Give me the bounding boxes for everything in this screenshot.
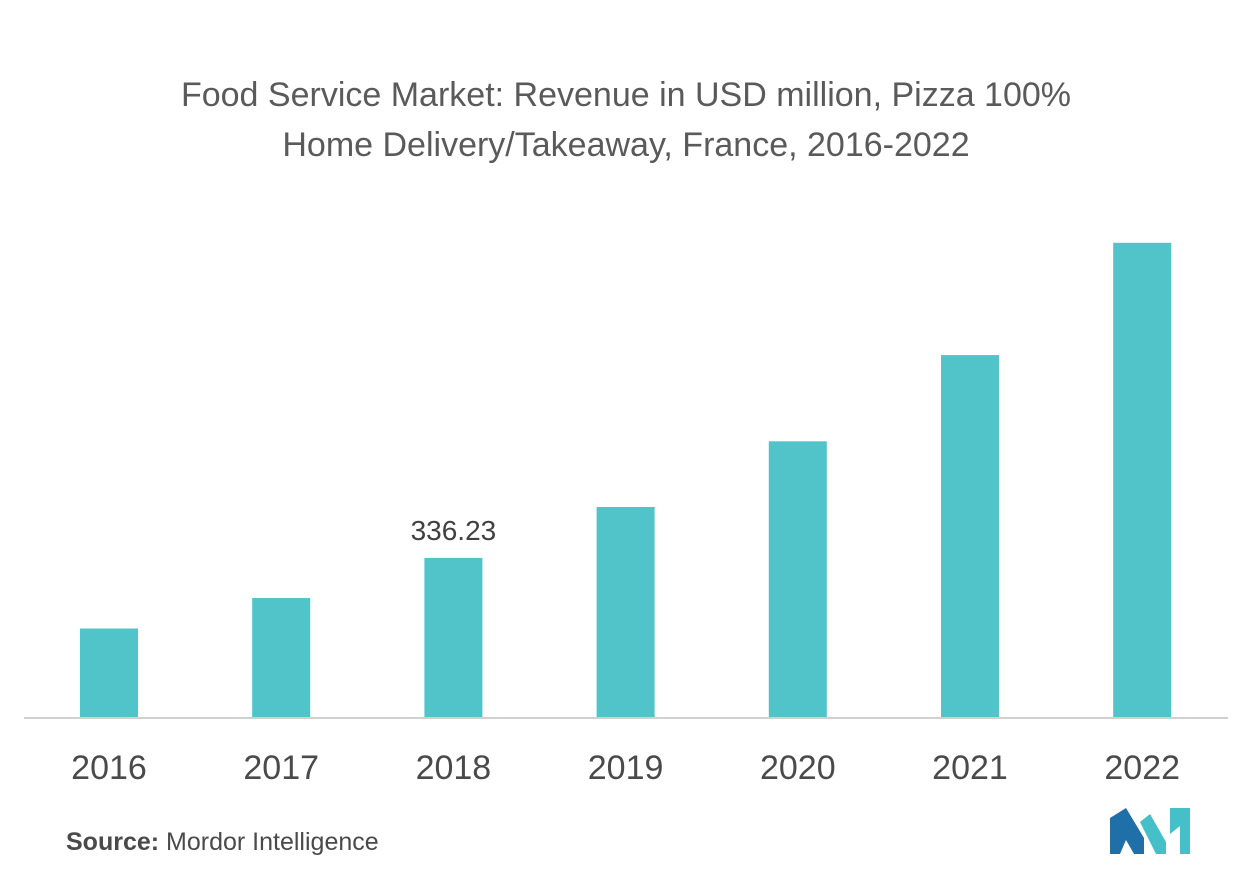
mordor-intelligence-logo-icon [1110, 808, 1190, 854]
x-tick-label-2019: 2019 [588, 749, 664, 787]
x-tick-label-2020: 2020 [760, 749, 836, 787]
x-tick-label-2017: 2017 [243, 749, 319, 787]
bar-2022 [1113, 242, 1172, 719]
x-tick-label-2016: 2016 [71, 749, 147, 787]
bar-2019 [596, 507, 655, 718]
chart-title: Food Service Market: Revenue in USD mill… [60, 70, 1192, 170]
data-label-2018: 336.23 [411, 515, 497, 546]
bar-2018 [424, 557, 483, 718]
bars-layer [80, 242, 1172, 719]
source-label: Source: [66, 828, 160, 856]
bar-chart: 2016 2017 2018 336.23 2019 2020 2021 2022 [24, 242, 1228, 787]
bar-2016 [80, 628, 138, 718]
logo-shape-middle [1140, 814, 1166, 854]
bar-2020 [768, 441, 827, 718]
logo-shape-left [1110, 808, 1144, 854]
labels-layer: 2016 2017 2018 336.23 2019 2020 2021 2022 [71, 515, 1180, 787]
bar-2017 [252, 598, 311, 718]
chart-title-line-1: Food Service Market: Revenue in USD mill… [180, 76, 1072, 114]
chart-title-line-2: Home Delivery/Takeaway, France, 2016-202… [282, 126, 970, 164]
x-tick-label-2018: 2018 [416, 749, 492, 787]
source-value: Mordor Intelligence [166, 828, 379, 856]
source-note: Source: Mordor Intelligence [66, 828, 379, 857]
x-tick-label-2022: 2022 [1104, 749, 1180, 787]
x-tick-label-2021: 2021 [932, 749, 1008, 787]
logo-shape-right [1170, 808, 1190, 854]
bar-2021 [941, 355, 999, 718]
